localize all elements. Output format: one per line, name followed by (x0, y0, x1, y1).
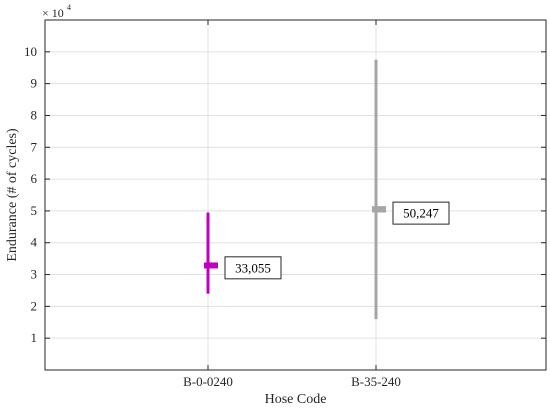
y-tick-label: 3 (31, 267, 38, 282)
x-tick-label: B-35-240 (351, 374, 401, 389)
y-tick-label: 10 (24, 44, 37, 59)
axes: 1 2 3 4 5 6 7 8 9 10 B-0-0240 B-35-240 (24, 20, 546, 389)
x-tick-label: B-0-0240 (183, 374, 233, 389)
callout-box-B-35-240 (392, 201, 450, 225)
y-tick-label: 2 (31, 298, 38, 313)
x-axis-label: Hose Code (265, 392, 327, 407)
y-tick-label: 5 (31, 203, 38, 218)
y-exponent-power: 4 (67, 3, 71, 12)
y-tick-label: 8 (31, 107, 38, 122)
box-B-0-0240 (204, 262, 218, 269)
y-tick-label: 9 (31, 76, 38, 91)
y-tick-label: 7 (31, 139, 38, 154)
data-layer (204, 59, 386, 320)
plot-area-frame (44, 19, 547, 371)
callout-label-B-35-240: 50,247 (403, 206, 439, 221)
y-axis-label: Endurance (# of cycles) (5, 128, 20, 262)
y-axis-exponent: × 10 4 (42, 3, 71, 20)
callout-label-B-0-0240: 33,055 (235, 260, 271, 275)
callout-layer: 33,055 50,247 (224, 201, 450, 280)
y-tick-label: 1 (31, 330, 38, 345)
box-B-35-240 (372, 206, 386, 213)
y-exponent-base: × 10 (42, 6, 64, 20)
y-tick-label: 4 (31, 235, 38, 250)
y-tick-label: 6 (31, 171, 38, 186)
grid (45, 20, 546, 370)
callout-box-B-0-0240 (224, 256, 282, 280)
